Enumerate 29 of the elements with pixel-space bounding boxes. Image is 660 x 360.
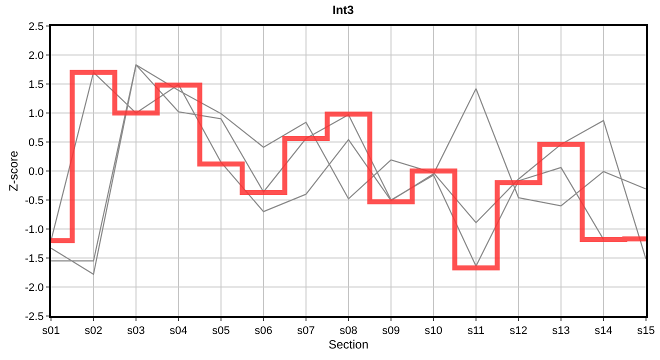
- y-tick-label: -1.5: [24, 252, 44, 265]
- y-tick-label: 1.5: [28, 78, 44, 91]
- x-tick-label: s04: [170, 325, 188, 338]
- x-tick-label: s06: [254, 325, 272, 338]
- x-axis-title: Section: [328, 338, 369, 352]
- x-tick-label: s08: [340, 325, 358, 338]
- x-tick-label: s13: [552, 325, 570, 338]
- y-tick-label: 2.5: [28, 20, 44, 33]
- y-tick-label: 0.5: [28, 136, 44, 149]
- x-tick-label: s10: [424, 325, 442, 338]
- x-tick-label: s01: [42, 325, 60, 338]
- y-tick-label: 2.0: [28, 50, 44, 62]
- y-tick-label: -2.0: [24, 282, 44, 294]
- x-tick-label: s11: [468, 325, 484, 338]
- x-tick-label: s12: [510, 325, 528, 338]
- x-tick-label: s05: [212, 325, 230, 338]
- y-tick-label: 1.0: [28, 108, 44, 120]
- x-tick-label: s15: [637, 325, 655, 338]
- x-tick-label: s14: [594, 325, 612, 338]
- x-tick-label: s02: [84, 325, 102, 338]
- y-tick-label: -2.5: [24, 310, 44, 323]
- y-tick-label: -0.5: [24, 194, 44, 207]
- y-tick-label: -1.0: [24, 224, 44, 236]
- chart-title: Int3: [332, 2, 354, 17]
- y-tick-label: 0.0: [28, 166, 44, 178]
- x-tick-label: s07: [297, 325, 315, 338]
- x-tick-label: s03: [127, 325, 145, 338]
- y-axis-title: Z-score: [6, 150, 21, 192]
- x-tick-label: s09: [382, 325, 400, 338]
